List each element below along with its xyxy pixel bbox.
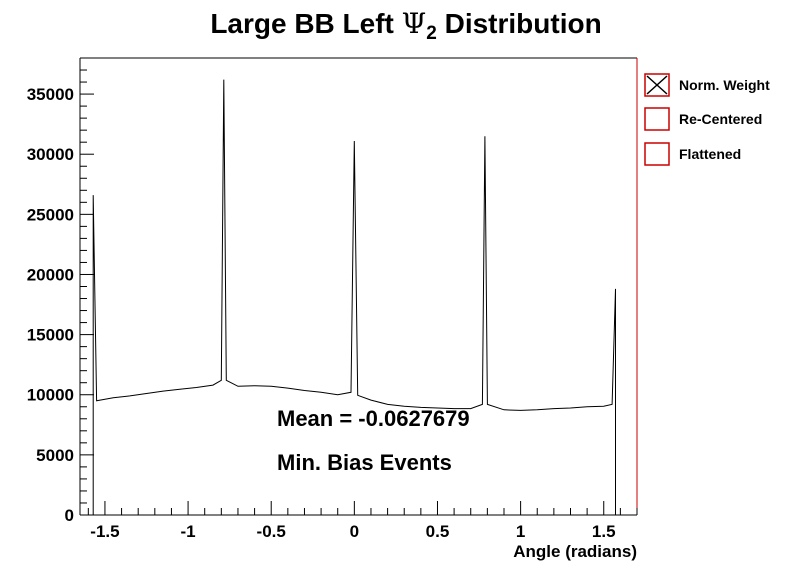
y-tick-label: 10000 (27, 386, 74, 405)
y-axis-ticks (80, 69, 94, 516)
x-tick-label: -0.5 (257, 522, 286, 541)
x-axis-ticks (87, 501, 638, 515)
title-subscript: 2 (426, 23, 437, 44)
legend-swatch-norm-weight (644, 73, 670, 97)
series-line-norm-weight (92, 79, 616, 515)
chart-title: Large BB Left Ψ2 Distribution (210, 7, 601, 44)
legend-label-flattened: Flattened (679, 146, 741, 162)
mean-annotation: Mean = -0.0627679 (277, 406, 470, 431)
x-tick-label: -1.5 (90, 522, 119, 541)
x-tick-label: 0 (350, 522, 359, 541)
legend-cross-b-icon (646, 75, 668, 95)
x-axis-tick-labels: -1.5 -1 -0.5 0 0.5 1 1.5 (90, 522, 615, 541)
legend-item-flattened[interactable]: Flattened (644, 142, 741, 166)
y-axis-tick-labels: 0 5000 10000 15000 20000 25000 30000 35000 (27, 85, 74, 525)
legend-item-norm-weight[interactable]: Norm. Weight (644, 73, 770, 97)
x-tick-label: 1 (516, 522, 525, 541)
x-axis-title: Angle (radians) (513, 542, 637, 561)
y-tick-label: 20000 (27, 265, 74, 284)
x-tick-label: 1.5 (592, 522, 616, 541)
y-tick-label: 35000 (27, 85, 74, 104)
legend-label-norm-weight: Norm. Weight (679, 77, 770, 93)
legend-swatch-flattened (644, 142, 670, 166)
y-tick-label: 5000 (36, 446, 74, 465)
title-suffix: Distribution (437, 8, 602, 39)
y-tick-label: 0 (65, 506, 74, 525)
events-annotation: Min. Bias Events (277, 450, 452, 475)
y-tick-label: 30000 (27, 145, 74, 164)
legend-label-re-centered: Re-Centered (679, 111, 762, 127)
title-symbol: Ψ (402, 7, 427, 40)
x-tick-label: -1 (181, 522, 196, 541)
legend-item-re-centered[interactable]: Re-Centered (644, 107, 762, 131)
legend-swatch-re-centered (644, 107, 670, 131)
title-prefix: Large BB Left (210, 8, 401, 39)
x-tick-label: 0.5 (426, 522, 450, 541)
y-tick-label: 25000 (27, 205, 74, 224)
y-tick-label: 15000 (27, 326, 74, 345)
legend: Norm. Weight Re-Centered Flattened (644, 73, 770, 166)
